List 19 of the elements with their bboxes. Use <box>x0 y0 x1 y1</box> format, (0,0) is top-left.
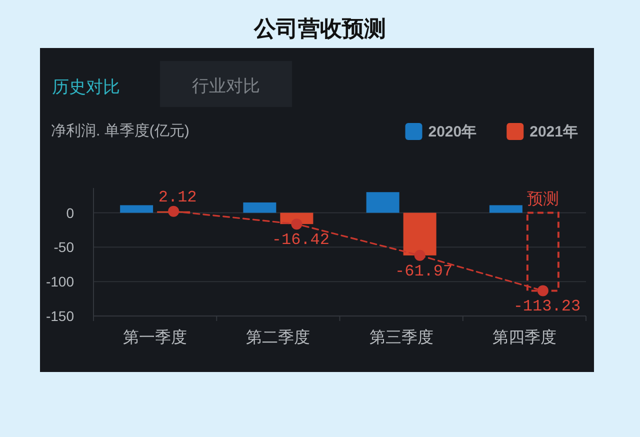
y-tick-label: -100 <box>46 274 74 290</box>
text: 行业对比 <box>192 76 260 96</box>
x-tick-label: 第三季度 <box>369 328 434 346</box>
x-tick-label: 第二季度 <box>246 328 310 346</box>
y-tick-label: -50 <box>54 239 74 256</box>
data-label: 2.12 <box>158 188 197 206</box>
data-label: -113.23 <box>513 298 581 316</box>
data-label: -61.97 <box>395 262 453 280</box>
y-tick-label: -150 <box>46 308 74 324</box>
y-axis-title: 净利润. 单季度(亿元) <box>51 122 190 140</box>
x-tick-label: 第一季度 <box>123 328 188 346</box>
y-tick-label: 0 <box>66 204 74 221</box>
legend-label: 2021年 <box>530 124 578 140</box>
x-tick-label: 第四季度 <box>492 328 556 346</box>
text: 历史对比 <box>52 78 120 96</box>
annotation: 预测 <box>526 190 559 208</box>
chart-title: 公司营收预测 <box>253 16 386 41</box>
legend-label: 2020年 <box>428 124 477 140</box>
data-label: -16.42 <box>272 231 330 250</box>
